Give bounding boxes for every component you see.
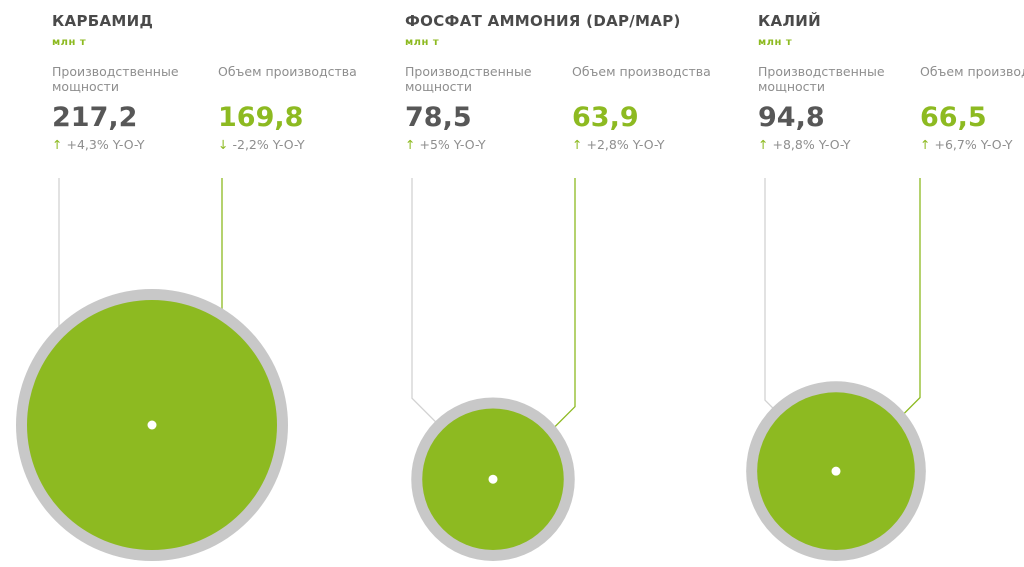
unit-label: млн т	[405, 37, 440, 48]
production-yoy: ↓ -2,2% Y-O-Y	[218, 137, 368, 152]
production-value: 66,5	[920, 102, 987, 133]
production-label: Объем производства	[218, 64, 357, 79]
production-yoy: ↑ +6,7% Y-O-Y	[920, 137, 1024, 152]
capacity-value: 78,5	[405, 102, 472, 133]
production-yoy: ↑ +2,8% Y-O-Y	[572, 137, 722, 152]
arrow-icon: ↑	[920, 137, 931, 152]
center-dot	[147, 420, 157, 430]
production-leader-line	[547, 178, 576, 435]
capacity-yoy: ↑ +4,3% Y-O-Y	[52, 137, 202, 152]
capacity-yoy-text: +5% Y-O-Y	[419, 137, 486, 152]
production-yoy-text: -2,2% Y-O-Y	[232, 137, 305, 152]
capacity-label: Производственные мощности	[405, 64, 532, 94]
capacity-metric: Производственные мощности 78,5 ↑ +5% Y-O-…	[405, 64, 555, 152]
capacity-label: Производственные мощности	[52, 64, 179, 94]
center-dot	[831, 466, 841, 476]
capacity-label: Производственные мощности	[758, 64, 885, 94]
production-label: Объем производства	[920, 64, 1024, 79]
arrow-icon: ↑	[572, 137, 583, 152]
chart-title: КАЛИЙ	[758, 12, 821, 30]
unit-label: млн т	[52, 37, 87, 48]
capacity-leader-line	[411, 178, 442, 428]
arrow-icon: ↑	[758, 137, 769, 152]
capacity-value: 217,2	[52, 102, 138, 133]
production-yoy-text: +6,7% Y-O-Y	[934, 137, 1013, 152]
capacity-yoy-text: +8,8% Y-O-Y	[772, 137, 851, 152]
panel-ammonium-phosphate: ФОСФАТ АММОНИЯ (DAP/MAP) млн т Производс…	[353, 0, 711, 567]
production-metric: Объем производства 169,8 ↓ -2,2% Y-O-Y	[218, 64, 368, 152]
production-label: Объем производства	[572, 64, 711, 79]
capacity-yoy: ↑ +5% Y-O-Y	[405, 137, 555, 152]
capacity-yoy-text: +4,3% Y-O-Y	[66, 137, 145, 152]
production-value: 63,9	[572, 102, 639, 133]
production-yoy-text: +2,8% Y-O-Y	[586, 137, 665, 152]
panel-carbamide: КАРБАМИД млн т Производственные мощности…	[0, 0, 357, 567]
center-dot	[488, 474, 498, 484]
panel-potassium: КАЛИЙ млн т Производственные мощности 94…	[706, 0, 1024, 567]
arrow-icon: ↑	[405, 137, 416, 152]
arrow-icon: ↓	[218, 137, 229, 152]
chart-title: ФОСФАТ АММОНИЯ (DAP/MAP)	[405, 12, 681, 30]
production-value: 169,8	[218, 102, 304, 133]
capacity-value: 94,8	[758, 102, 825, 133]
unit-label: млн т	[758, 37, 793, 48]
capacity-yoy: ↑ +8,8% Y-O-Y	[758, 137, 908, 152]
capacity-metric: Производственные мощности 94,8 ↑ +8,8% Y-…	[758, 64, 908, 152]
production-metric: Объем производства 66,5 ↑+6,7% Y-O-Y	[920, 64, 1024, 152]
capacity-metric: Производственные мощности 217,2 ↑ +4,3% Y…	[52, 64, 202, 152]
production-metric: Объем производства 63,9 ↑ +2,8% Y-O-Y	[572, 64, 722, 152]
arrow-icon: ↑	[52, 137, 63, 152]
chart-title: КАРБАМИД	[52, 12, 154, 30]
